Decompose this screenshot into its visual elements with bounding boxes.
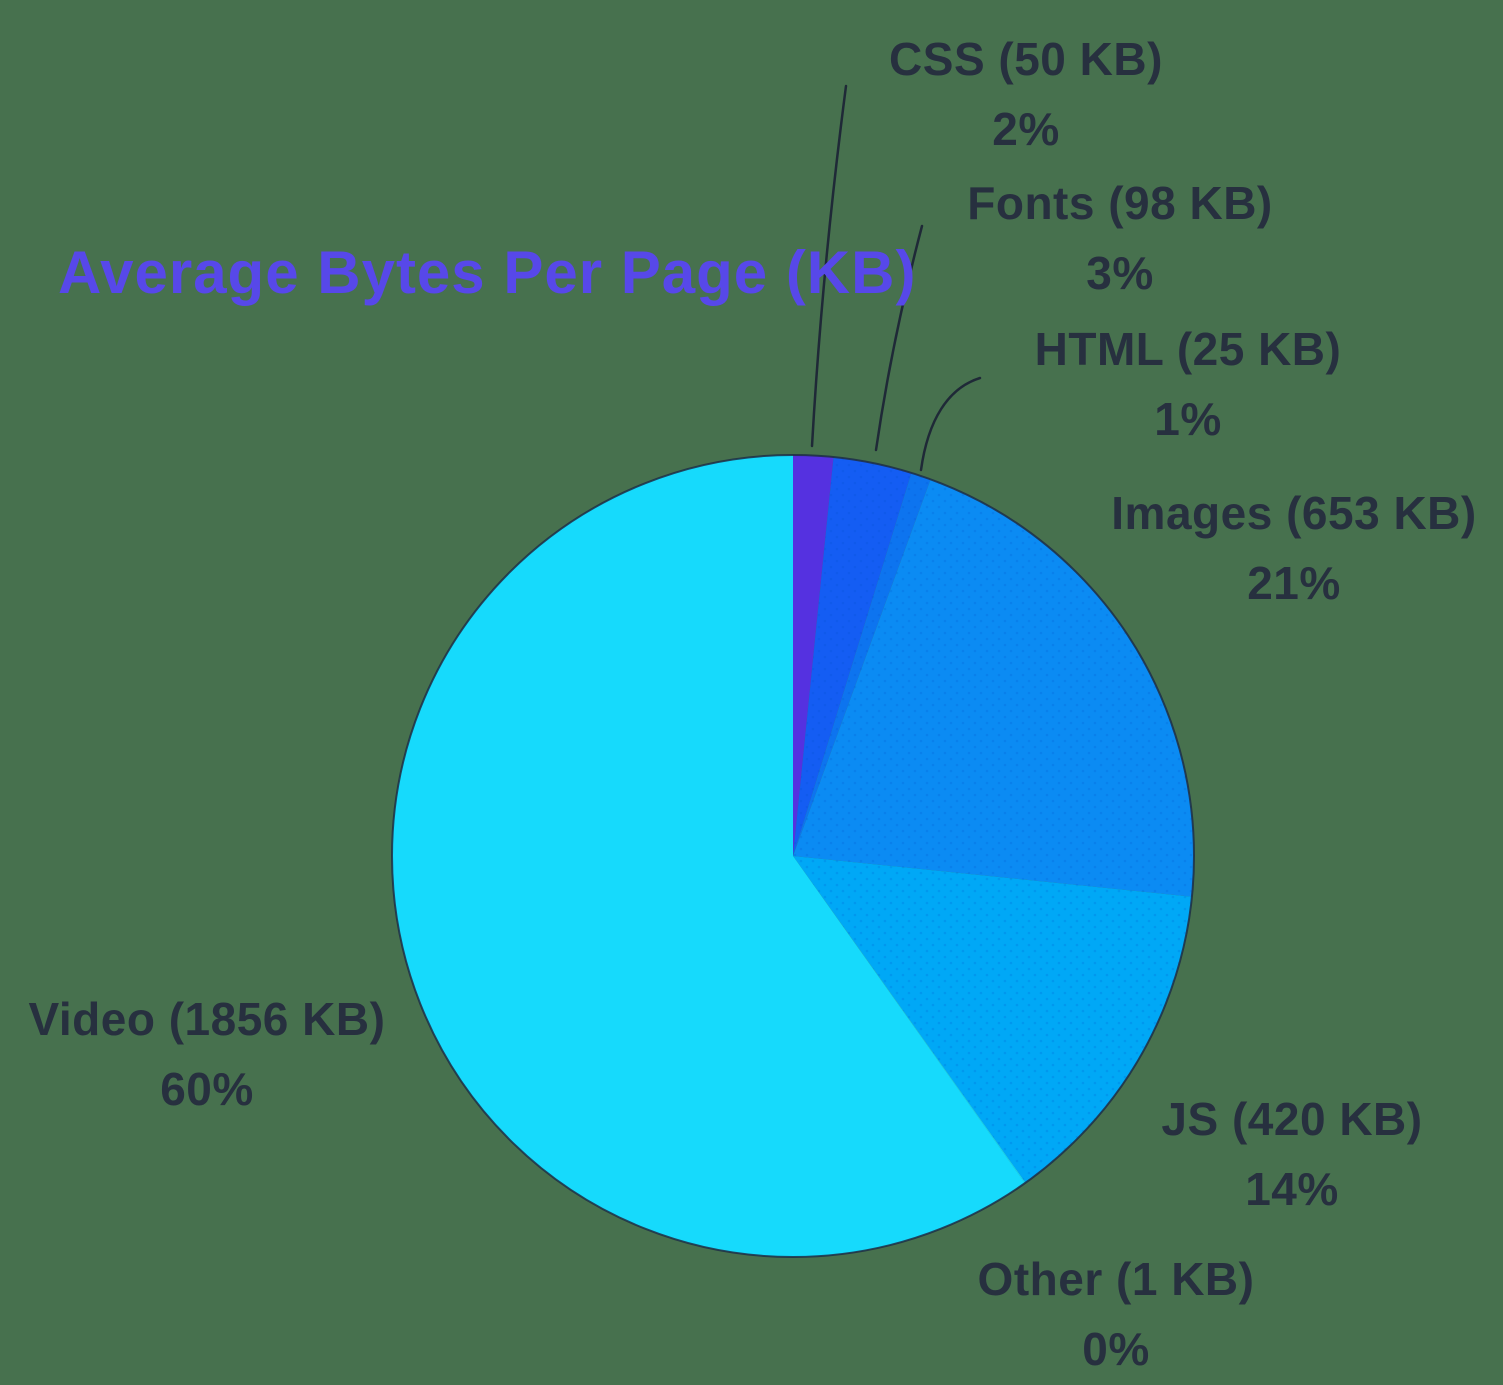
slice-label-video-name: Video (1856 KB) (28, 993, 386, 1045)
slice-label-other: Other (1 KB) 0% (916, 1244, 1316, 1384)
slice-label-images: Images (653 KB) 21% (1094, 478, 1494, 618)
leader-line-css (810, 84, 848, 448)
slice-label-html-name: HTML (25 KB) (1034, 323, 1342, 375)
pie-slice-other (793, 856, 1026, 1184)
slice-label-js: JS (420 KB) 14% (1092, 1084, 1492, 1224)
pie-slice-images-texture (793, 479, 1195, 897)
slice-label-css-percent: 2% (992, 103, 1060, 155)
slice-label-html: HTML (25 KB) 1% (988, 314, 1388, 454)
pie-slice-video (392, 455, 1025, 1257)
slice-label-css-name: CSS (50 KB) (889, 33, 1163, 85)
pie-outline (391, 454, 1195, 1258)
slice-label-images-percent: 21% (1247, 557, 1341, 609)
chart-title: Average Bytes Per Page (KB) (58, 239, 917, 306)
slice-label-fonts-name: Fonts (98 KB) (967, 177, 1273, 229)
slice-label-other-name: Other (1 KB) (977, 1253, 1255, 1305)
slice-label-fonts-percent: 3% (1086, 247, 1154, 299)
slice-label-html-percent: 1% (1154, 393, 1222, 445)
pie-slice-html-texture (793, 472, 931, 856)
pie-slice-css (793, 455, 834, 856)
leader-line-html (919, 376, 982, 472)
slice-label-js-percent: 14% (1245, 1163, 1339, 1215)
slice-label-other-percent: 0% (1082, 1323, 1150, 1375)
leader-line-fonts (874, 224, 924, 452)
slice-label-video-percent: 60% (160, 1063, 254, 1115)
pie-slice-js-texture (793, 856, 1192, 1183)
pie-slices-group (392, 455, 1195, 1257)
slice-label-images-name: Images (653 KB) (1111, 487, 1477, 539)
slice-label-fonts: Fonts (98 KB) 3% (920, 168, 1320, 308)
slice-label-video: Video (1856 KB) 60% (7, 984, 407, 1124)
slice-label-css: CSS (50 KB) 2% (826, 24, 1226, 164)
slice-label-js-name: JS (420 KB) (1161, 1093, 1423, 1145)
pie-slice-fonts-texture (793, 457, 912, 856)
